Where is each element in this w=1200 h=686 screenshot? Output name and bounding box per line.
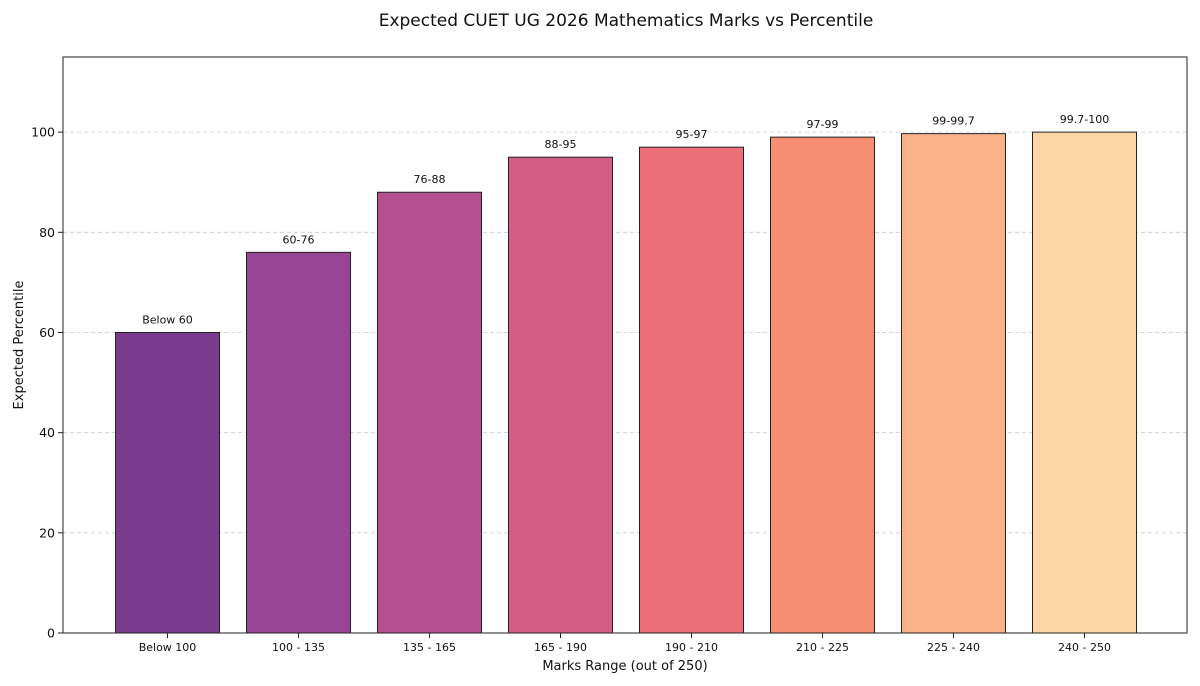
x-tick-label: 210 - 225 bbox=[796, 641, 849, 654]
bar bbox=[770, 136, 875, 634]
bar bbox=[246, 251, 351, 634]
bar bbox=[377, 191, 482, 634]
data-label: 97-99 bbox=[807, 118, 839, 131]
y-tick-label: 40 bbox=[39, 425, 55, 440]
bar bbox=[115, 331, 220, 634]
bar bbox=[901, 133, 1006, 634]
x-tick-label: 100 - 135 bbox=[272, 641, 325, 654]
data-label: 60-76 bbox=[283, 233, 315, 246]
x-tick-label: 165 - 190 bbox=[534, 641, 587, 654]
bar bbox=[1032, 131, 1137, 634]
y-tick-label: 20 bbox=[39, 525, 55, 540]
chart-title: Expected CUET UG 2026 Mathematics Marks … bbox=[379, 11, 874, 31]
y-ticks: 0 20 40 60 80 100 bbox=[31, 125, 63, 641]
data-label: 76-88 bbox=[414, 173, 446, 186]
bar bbox=[508, 156, 613, 634]
bar bbox=[639, 146, 744, 634]
bars bbox=[115, 131, 1137, 634]
data-label: Below 60 bbox=[142, 313, 193, 326]
y-axis-label: Expected Percentile bbox=[12, 281, 27, 410]
x-tick-label: 240 - 250 bbox=[1058, 641, 1111, 654]
x-axis-label: Marks Range (out of 250) bbox=[542, 659, 707, 674]
x-tick-label: 135 - 165 bbox=[403, 641, 456, 654]
x-ticks: Below 100 100 - 135 135 - 165 165 - 190 190 … bbox=[139, 633, 1111, 654]
x-tick-label: 225 - 240 bbox=[927, 641, 980, 654]
data-label: 88-95 bbox=[545, 138, 577, 151]
data-label: 95-97 bbox=[676, 128, 708, 141]
y-tick-label: 100 bbox=[31, 125, 55, 140]
x-tick-label: Below 100 bbox=[139, 641, 197, 654]
y-tick-label: 80 bbox=[39, 225, 55, 240]
plot-frame bbox=[62, 56, 1188, 634]
data-labels: Below 60 60-76 76-88 88-95 95-97 97-99 99-99.7… bbox=[142, 113, 1109, 326]
y-tick-label: 60 bbox=[39, 325, 55, 340]
data-label: 99.7-100 bbox=[1060, 113, 1109, 126]
y-tick-label: 0 bbox=[47, 626, 55, 641]
x-tick-label: 190 - 210 bbox=[665, 641, 718, 654]
grid-lines bbox=[63, 131, 1187, 534]
data-label: 99-99.7 bbox=[932, 115, 974, 128]
